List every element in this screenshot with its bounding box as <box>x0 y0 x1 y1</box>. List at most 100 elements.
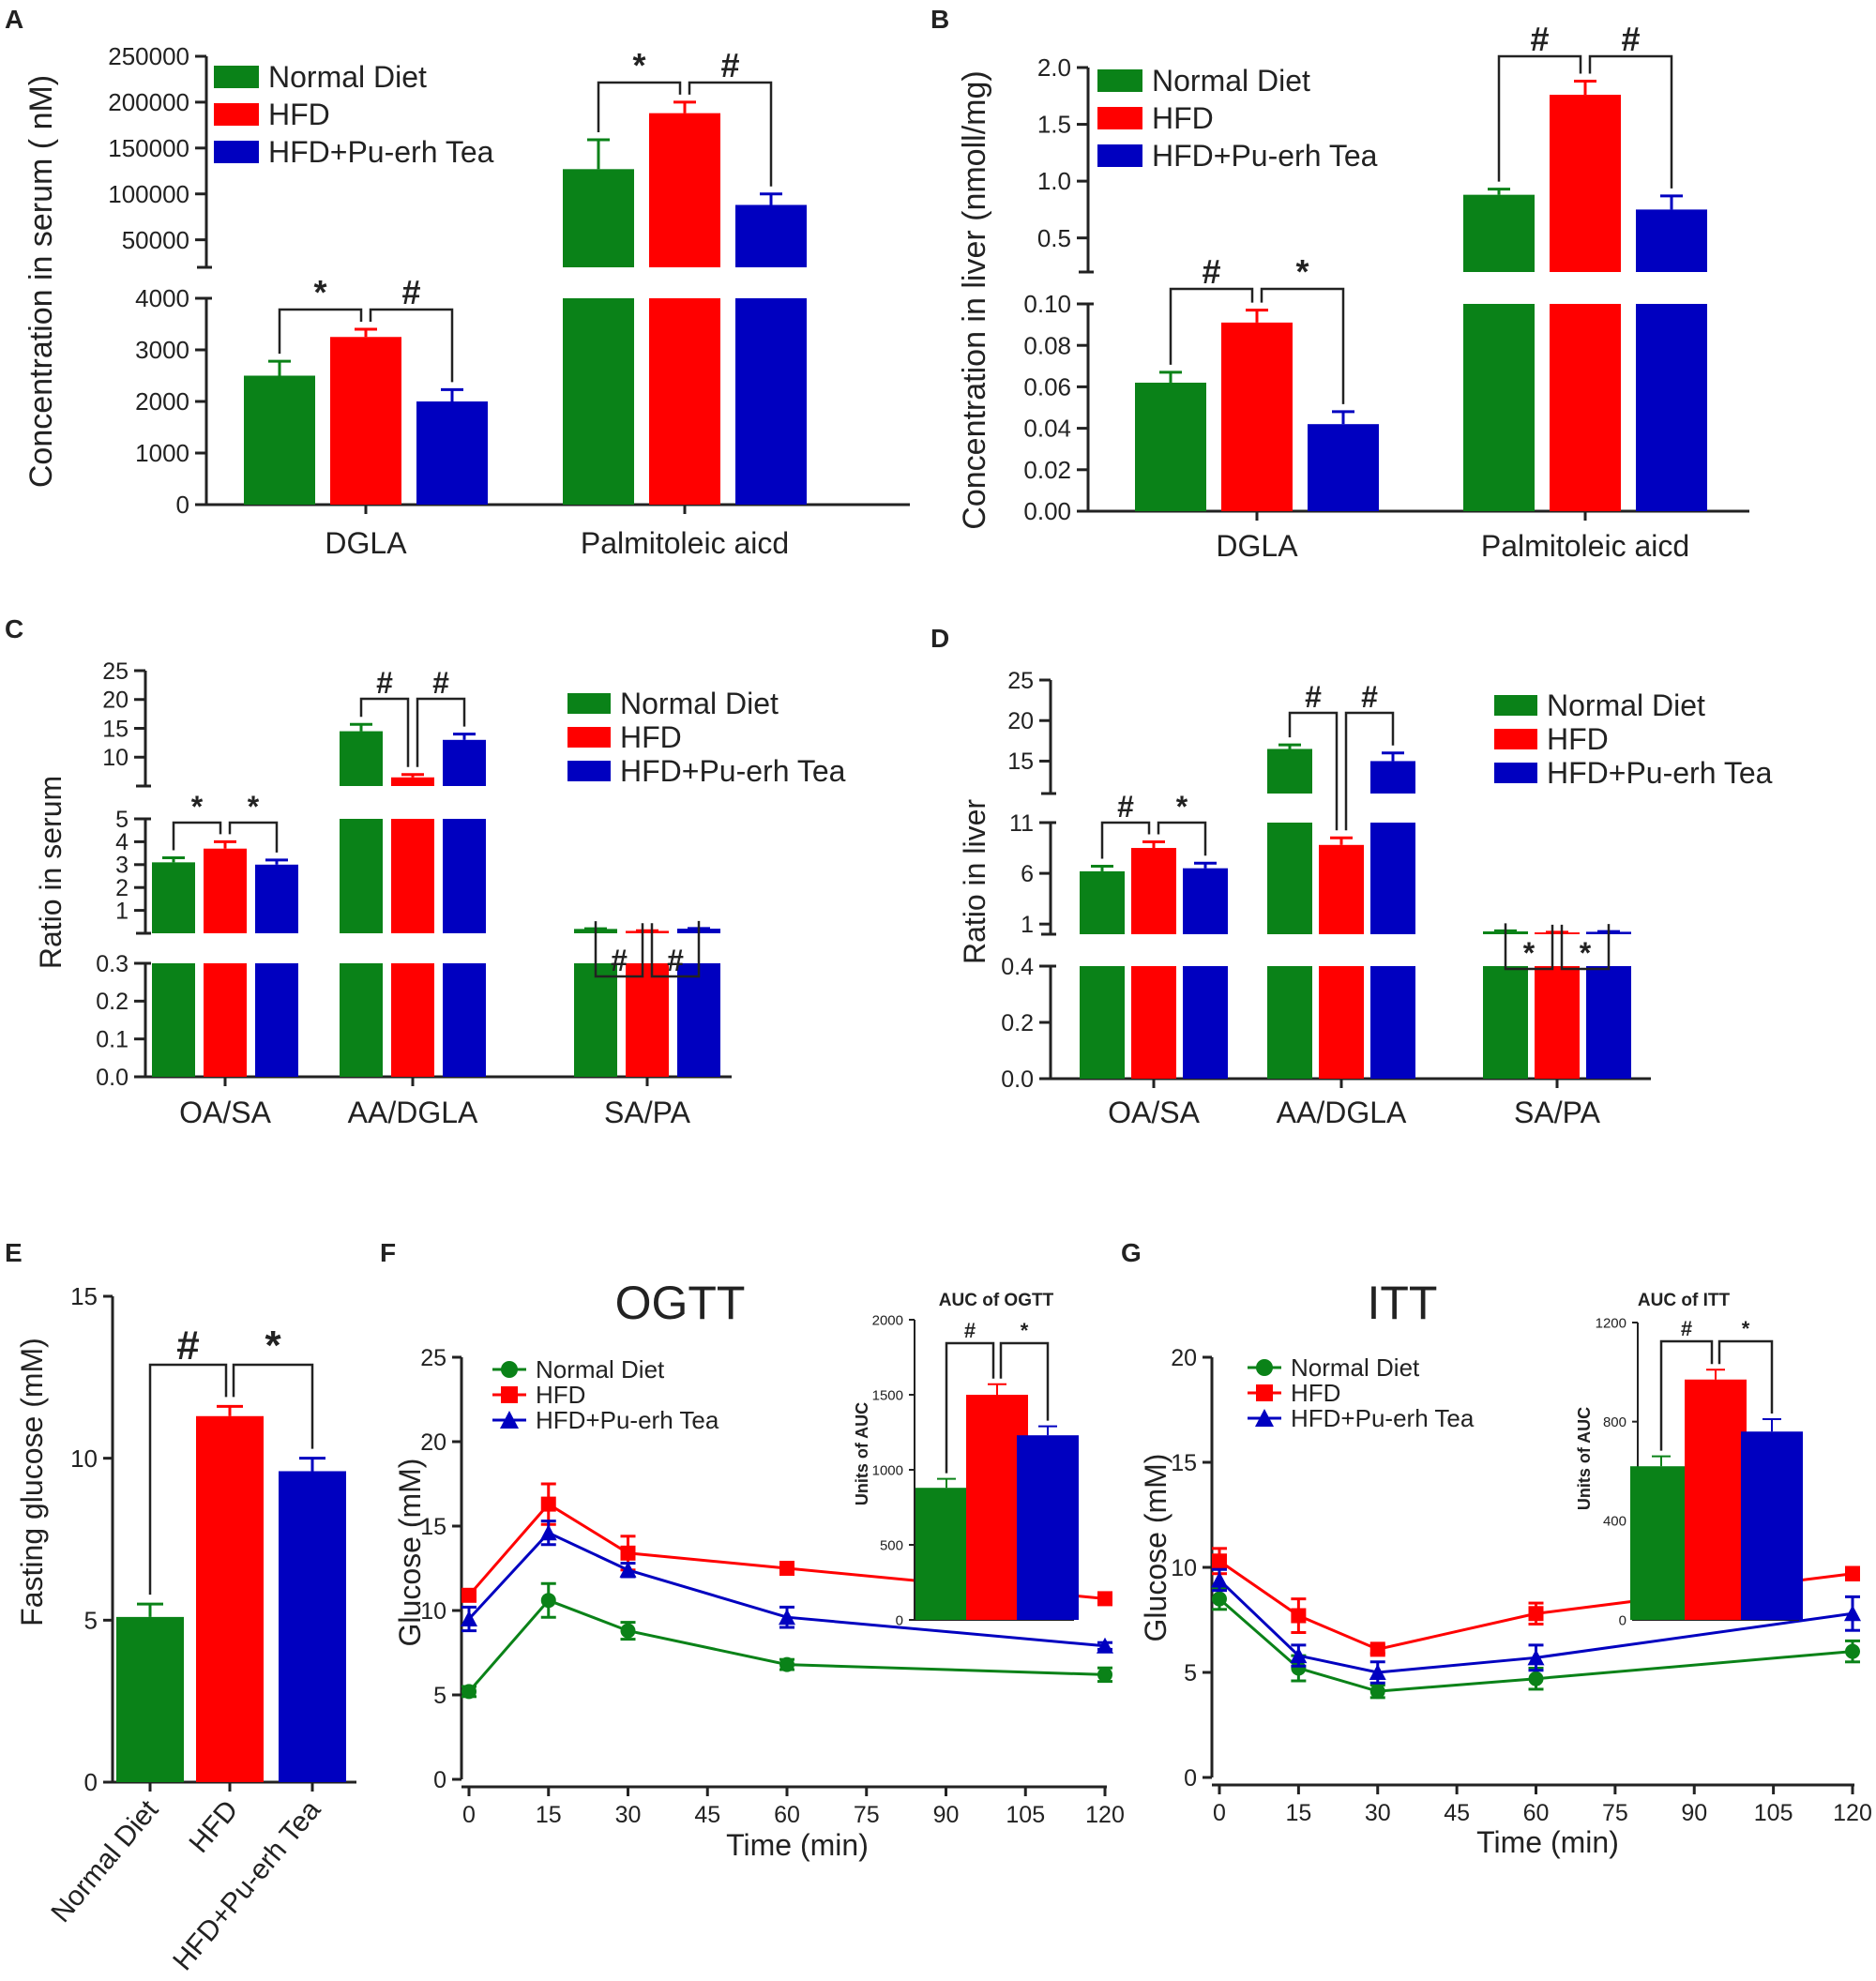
y-tick-label: 0.04 <box>1023 415 1071 443</box>
panel-label: E <box>5 1238 23 1267</box>
bar-AA/DGLA-HFD+Pu-erh Tea <box>1370 761 1415 794</box>
point-marker <box>1844 1605 1861 1622</box>
bar-HFD <box>196 1415 264 1782</box>
y-tick-label: 0 <box>84 1768 98 1796</box>
significance-marker: # <box>667 944 684 977</box>
legend-swatch <box>567 693 611 714</box>
bar-OA/SA-HFD+Pu-erh Tea <box>1183 868 1228 934</box>
significance-bracket <box>1344 711 1395 831</box>
significance-marker: # <box>1202 252 1220 291</box>
x-tick-label: 105 <box>1754 1800 1793 1826</box>
point-marker <box>620 1623 636 1639</box>
point-marker <box>1290 1647 1308 1664</box>
y-tick-label: 0.4 <box>1001 954 1034 980</box>
y-tick-label: 0.08 <box>1023 331 1071 359</box>
bar-SA/PA-HFD+Pu-erh Tea <box>1586 966 1631 1079</box>
point-marker <box>501 1386 518 1403</box>
bar-Palmitoleic aicd-HFD+Pu-erh Tea <box>1636 304 1707 511</box>
bar-OA/SA-Normal Diet <box>152 963 195 1077</box>
bar-OA/SA-HFD <box>1131 966 1176 1079</box>
bar-DGLA-HFD+Pu-erh Tea <box>416 401 488 505</box>
panel-A: A Concentration in serum ( nM) 0 1000 2000 30… <box>5 5 910 560</box>
y-tick-label: 250000 <box>108 42 189 70</box>
y-axis-label: Glucose (mM) <box>1139 1454 1172 1642</box>
x-tick-label: 60 <box>774 1802 800 1828</box>
bar-AA/DGLA-HFD+Pu-erh Tea <box>443 963 486 1077</box>
y-tick-label: 2.0 <box>1037 53 1071 82</box>
point-marker <box>1256 1359 1273 1376</box>
y-tick-label: 400 <box>1603 1514 1626 1530</box>
significance-bracket <box>1100 821 1151 859</box>
significance-bracket <box>416 697 466 767</box>
bar-AA/DGLA-HFD <box>391 819 434 933</box>
panel-label: F <box>380 1238 396 1267</box>
y-tick-label: 2 <box>115 875 129 901</box>
x-tick-label: HFD+Pu-erh Tea <box>167 1794 326 1976</box>
point-marker <box>1256 1384 1273 1401</box>
y-tick-label: 2000 <box>135 387 189 416</box>
y-tick-label: 0.2 <box>1001 1010 1034 1036</box>
bar-AA/DGLA-Normal Diet <box>1267 966 1312 1079</box>
y-tick-label: 15 <box>1007 749 1034 775</box>
bar-Palmitoleic aicd-HFD <box>1550 95 1621 272</box>
point-marker <box>779 1656 794 1672</box>
y-axis-label: Ratio in serum <box>34 776 68 969</box>
y-tick-label: 0 <box>1619 1612 1626 1628</box>
x-tick-label: 30 <box>615 1802 642 1828</box>
y-tick-label: 10 <box>420 1598 446 1625</box>
bar-SA/PA-Normal Diet <box>1483 966 1528 1079</box>
y-tick-label: 4000 <box>135 284 189 312</box>
x-tick-label: OA/SA <box>1108 1096 1200 1129</box>
legend-swatch <box>214 103 259 126</box>
bar-AA/DGLA-HFD <box>1319 966 1364 1079</box>
bar-AA/DGLA-HFD <box>391 963 434 1077</box>
y-tick-label: 15 <box>70 1282 98 1310</box>
significance-marker: # <box>611 944 628 977</box>
significance-marker: * <box>632 46 645 84</box>
point-marker <box>1211 1571 1228 1588</box>
bar-Normal Diet <box>1630 1466 1692 1620</box>
significance-marker: # <box>176 1323 199 1369</box>
significance-bracket <box>688 81 773 187</box>
bar-Palmitoleic aicd-HFD <box>649 113 720 267</box>
significance-marker: # <box>720 46 739 84</box>
panel-D: D Ratio in liver 0.0 0.2 0.4 1 6 11 15 20 25 OA/SA #… <box>930 624 1773 1129</box>
y-tick-label: 150000 <box>108 134 189 162</box>
bar-Palmitoleic aicd-Normal Diet <box>1463 304 1535 511</box>
bar-HFD+Pu-erh Tea <box>1741 1431 1803 1620</box>
y-tick-label: 0.2 <box>96 989 129 1015</box>
x-tick-label: 0 <box>462 1802 476 1828</box>
point-marker <box>1528 1671 1544 1686</box>
point-marker <box>1291 1660 1307 1676</box>
y-tick-label: 3 <box>115 853 129 879</box>
bar-DGLA-HFD <box>330 337 401 505</box>
bar-AA/DGLA-HFD+Pu-erh Tea <box>443 819 486 933</box>
y-tick-label: 0 <box>433 1767 446 1793</box>
point-marker <box>1212 1591 1227 1607</box>
x-tick-label: 0 <box>1213 1800 1226 1826</box>
point-marker <box>461 1684 477 1700</box>
legend-label: HFD+Pu-erh Tea <box>620 754 846 788</box>
significance-bracket <box>278 308 363 355</box>
significance-bracket <box>1497 54 1582 182</box>
y-tick-label: 800 <box>1603 1414 1626 1430</box>
significance-marker: # <box>964 1319 976 1342</box>
point-marker <box>1845 1643 1860 1659</box>
bar-OA/SA-HFD <box>1131 848 1176 934</box>
panel-label: B <box>930 5 949 34</box>
bar-DGLA-HFD+Pu-erh Tea <box>1308 424 1379 511</box>
bar-HFD+Pu-erh Tea <box>1017 1435 1079 1620</box>
y-tick-label: 0.0 <box>96 1065 129 1091</box>
y-tick-label: 1 <box>1021 912 1034 938</box>
y-tick-label: 1500 <box>872 1387 903 1403</box>
legend-label: HFD <box>1547 722 1609 756</box>
bar-Palmitoleic aicd-HFD <box>649 298 720 505</box>
legend-label: HFD <box>620 720 682 754</box>
bar-HFD <box>1685 1379 1747 1620</box>
significance-marker: * <box>1523 936 1536 970</box>
y-tick-label: 0.06 <box>1023 373 1071 401</box>
y-tick-label: 5 <box>1184 1660 1197 1686</box>
point-marker <box>779 1561 794 1576</box>
significance-bracket <box>228 821 279 853</box>
